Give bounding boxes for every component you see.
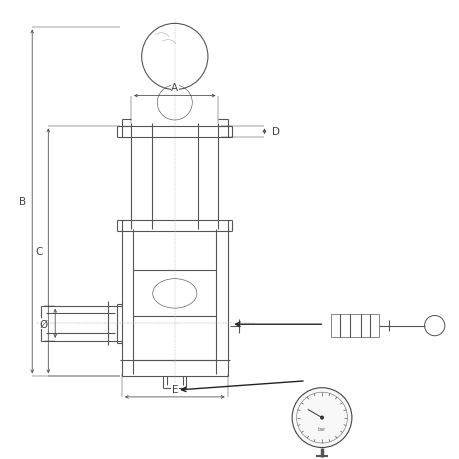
Circle shape bbox=[319, 416, 323, 420]
Text: Ø: Ø bbox=[39, 319, 48, 329]
Circle shape bbox=[291, 388, 351, 448]
Text: bar: bar bbox=[317, 426, 325, 431]
Text: C: C bbox=[35, 246, 43, 256]
Text: E: E bbox=[171, 384, 178, 394]
Text: D: D bbox=[271, 127, 280, 137]
Text: B: B bbox=[19, 197, 27, 207]
Text: A: A bbox=[171, 83, 178, 93]
Bar bbox=[330, 314, 379, 337]
